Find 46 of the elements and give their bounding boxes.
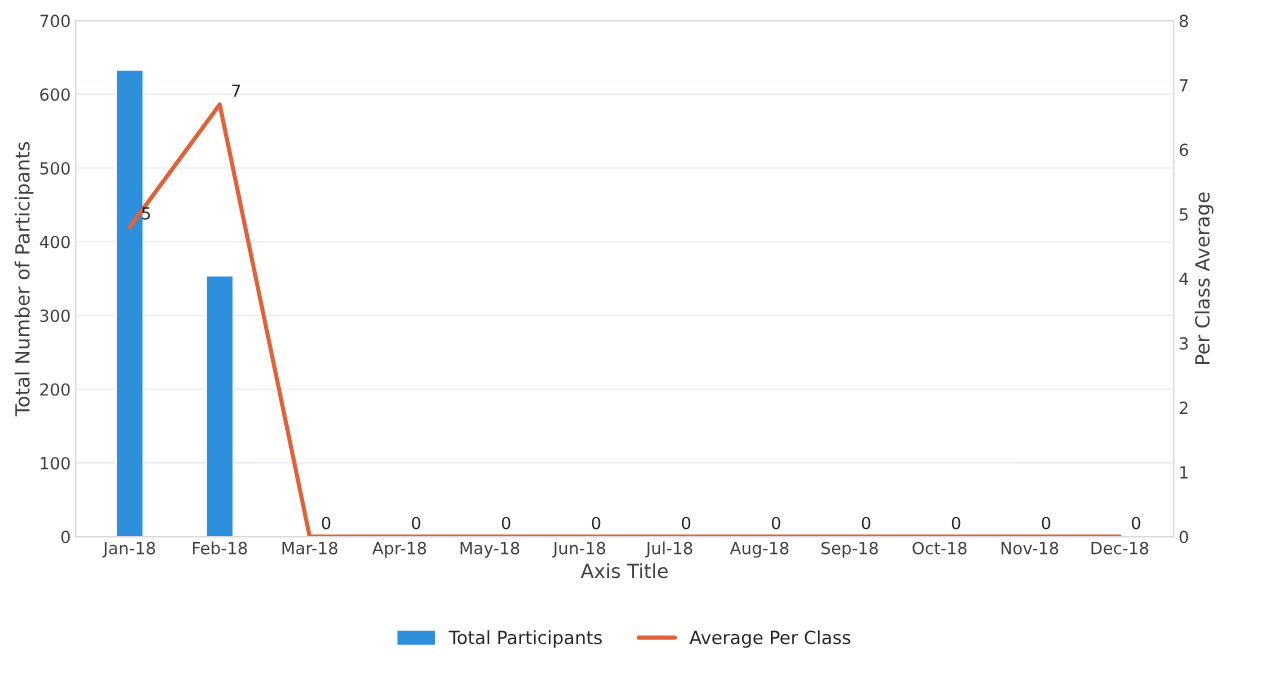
data-label: 0: [1041, 516, 1051, 530]
x-tick-label: Nov-18: [1001, 541, 1059, 555]
data-label: 0: [591, 516, 601, 530]
data-label: 0: [411, 516, 421, 530]
y2-tick-label: 6: [1179, 143, 1189, 157]
x-tick-label: Apr-18: [372, 541, 427, 558]
legend-label: Average Per Class: [689, 630, 851, 648]
y2-axis-title: Per Class Average: [1194, 192, 1214, 364]
y2-tick-label: 1: [1180, 466, 1188, 479]
x-tick-label: Jul-18: [645, 541, 693, 558]
x-tick-label: Sep-18: [821, 541, 878, 558]
data-label: 0: [681, 516, 691, 530]
y-tick-label: 400: [39, 235, 70, 249]
y2-tick-label: 4: [1179, 272, 1189, 285]
x-tick-label: Mar-18: [282, 541, 338, 555]
data-label: 5: [142, 207, 150, 220]
x-tick-label: Jun-18: [552, 541, 606, 558]
y-axis-title: Total Number of Participants: [14, 142, 34, 417]
data-label: 0: [771, 516, 781, 530]
x-tick-label: May-18: [460, 541, 520, 558]
data-label: 0: [1131, 516, 1141, 530]
x-tick-label: Feb-18: [192, 541, 247, 555]
data-label: 0: [951, 516, 961, 530]
data-label: 7: [232, 84, 240, 97]
y-tick-label: 500: [40, 162, 70, 175]
x-tick-label: Jan-18: [102, 541, 156, 558]
data-label: 0: [321, 516, 331, 530]
y2-tick-label: 3: [1179, 337, 1188, 350]
data-label: 0: [861, 516, 871, 530]
x-tick-label: Dec-18: [1091, 541, 1149, 555]
x-tick-label: Aug-18: [729, 541, 789, 558]
x-axis-title: Axis Title: [580, 563, 668, 579]
y-tick-label: 200: [40, 383, 70, 396]
y-tick-label: 600: [40, 88, 70, 101]
y2-tick-label: 0: [1179, 530, 1189, 544]
y-tick-label: 100: [40, 456, 70, 470]
data-label: 0: [501, 516, 511, 530]
y2-tick-label: 8: [1179, 14, 1188, 28]
y2-tick-label: 7: [1179, 79, 1188, 92]
legend-label: Total Participants: [448, 630, 602, 648]
y-tick-label: 700: [40, 14, 70, 28]
y-tick-label: 300: [40, 309, 70, 323]
x-tick-label: Oct-18: [912, 541, 967, 555]
y2-tick-label: 2: [1179, 401, 1188, 414]
y-tick-label: 0: [61, 530, 70, 544]
y2-tick-label: 5: [1179, 208, 1188, 221]
